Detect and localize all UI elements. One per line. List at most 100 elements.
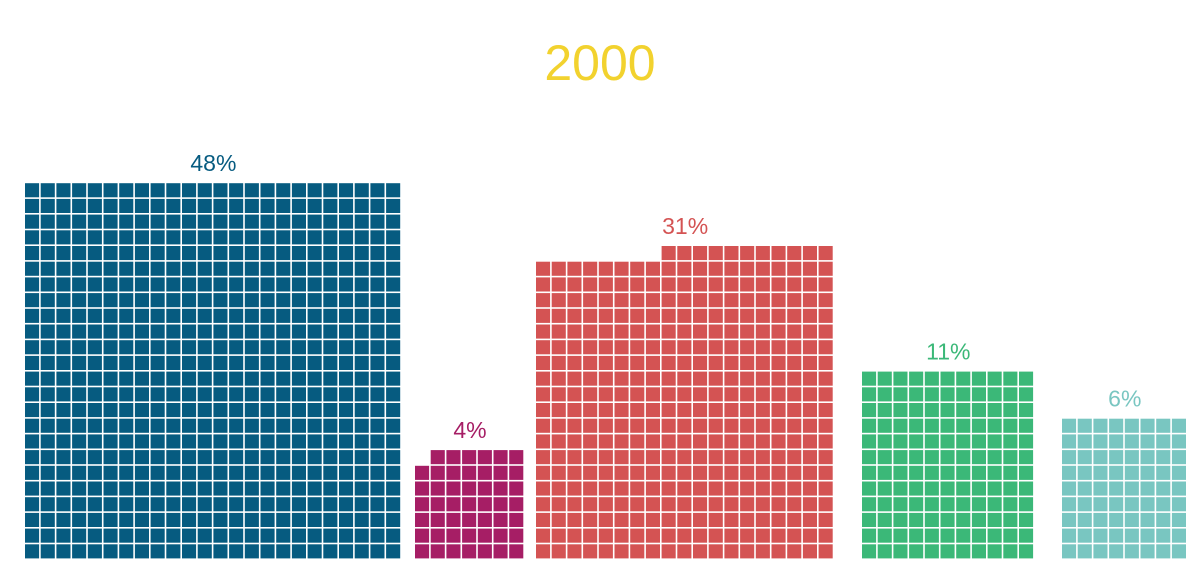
waffle-cell: [307, 544, 322, 559]
waffle-cell: [1171, 497, 1186, 512]
waffle-cell: [72, 246, 87, 261]
waffle-cell: [213, 434, 228, 449]
waffle-cell: [583, 324, 598, 339]
waffle-cell: [940, 544, 955, 559]
waffle-cell: [182, 497, 197, 512]
waffle-cell: [987, 387, 1002, 402]
waffle-cell: [771, 481, 786, 496]
waffle-cell: [150, 198, 165, 213]
waffle-cell: [509, 465, 524, 480]
waffle-cell: [677, 544, 692, 559]
waffle-cell: [307, 481, 322, 496]
waffle-cell: [645, 544, 660, 559]
waffle-cell: [307, 465, 322, 480]
waffle-cell: [182, 246, 197, 261]
waffle-cell: [386, 293, 401, 308]
waffle-cell: [956, 465, 971, 480]
waffle-cell: [370, 465, 385, 480]
waffle-cell: [1062, 512, 1077, 527]
waffle-cell: [755, 387, 770, 402]
waffle-cell: [291, 418, 306, 433]
waffle-cell: [818, 403, 833, 418]
waffle-cell: [802, 418, 817, 433]
waffle-cell: [415, 544, 430, 559]
waffle-cell: [956, 387, 971, 402]
waffle-cell: [87, 261, 102, 276]
waffle-cell: [598, 277, 613, 292]
waffle-cell: [119, 497, 134, 512]
waffle-cell: [229, 465, 244, 480]
waffle-cell: [339, 450, 354, 465]
waffle-cell: [25, 230, 40, 245]
waffle-cell: [708, 324, 723, 339]
waffle-cell: [260, 481, 275, 496]
waffle-cell: [755, 512, 770, 527]
waffle-cell: [150, 293, 165, 308]
waffle-cell: [614, 387, 629, 402]
waffle-cell: [677, 308, 692, 323]
waffle-cell: [567, 497, 582, 512]
waffle-cell: [567, 277, 582, 292]
waffle-cell: [630, 528, 645, 543]
waffle-cell: [386, 246, 401, 261]
waffle-cell: [150, 277, 165, 292]
waffle-cell: [244, 308, 259, 323]
waffle-cell: [1109, 465, 1124, 480]
waffle-cell: [787, 340, 802, 355]
waffle-cell: [787, 261, 802, 276]
waffle-cell: [645, 261, 660, 276]
waffle-cell: [415, 528, 430, 543]
waffle-cell: [693, 481, 708, 496]
waffle-cell: [339, 544, 354, 559]
waffle-cell: [924, 434, 939, 449]
waffle-cell: [40, 371, 55, 386]
waffle-cell: [182, 512, 197, 527]
waffle-cell: [1124, 481, 1139, 496]
waffle-cell: [182, 387, 197, 402]
waffle-cell: [614, 512, 629, 527]
waffle-cell: [119, 355, 134, 370]
waffle-cell: [260, 324, 275, 339]
waffle-cell: [802, 324, 817, 339]
waffle-cell: [956, 450, 971, 465]
waffle-cell: [166, 481, 181, 496]
waffle-cell: [567, 418, 582, 433]
waffle-cell: [276, 293, 291, 308]
waffle-cell: [1093, 418, 1108, 433]
waffle-cell: [370, 261, 385, 276]
waffle-cell: [244, 434, 259, 449]
waffle-cell: [924, 371, 939, 386]
waffle-cell: [645, 340, 660, 355]
waffle-cell: [1093, 465, 1108, 480]
waffle-cell: [182, 183, 197, 198]
waffle-cell: [1019, 481, 1034, 496]
waffle-cell: [386, 481, 401, 496]
waffle-cell: [323, 308, 338, 323]
waffle-cell: [818, 418, 833, 433]
waffle-cell: [877, 528, 892, 543]
waffle-cell: [276, 214, 291, 229]
waffle-cell: [370, 528, 385, 543]
waffle-cell: [276, 450, 291, 465]
waffle-cell: [645, 497, 660, 512]
waffle-cell: [307, 371, 322, 386]
waffle-cell: [536, 261, 551, 276]
waffle-cell: [182, 277, 197, 292]
waffle-cell: [103, 544, 118, 559]
waffle-cell: [182, 198, 197, 213]
waffle-cell: [477, 512, 492, 527]
waffle-cell: [72, 371, 87, 386]
waffle-cell: [567, 261, 582, 276]
waffle-cell: [134, 434, 149, 449]
waffle-cell: [134, 261, 149, 276]
waffle-cell: [119, 418, 134, 433]
waffle-cell: [229, 340, 244, 355]
waffle-cell: [260, 198, 275, 213]
waffle-cell: [708, 434, 723, 449]
waffle-cell: [583, 528, 598, 543]
waffle-cell: [354, 481, 369, 496]
waffle-cell: [614, 481, 629, 496]
waffle-cell: [818, 465, 833, 480]
waffle-cell: [56, 387, 71, 402]
waffle-cell: [244, 214, 259, 229]
